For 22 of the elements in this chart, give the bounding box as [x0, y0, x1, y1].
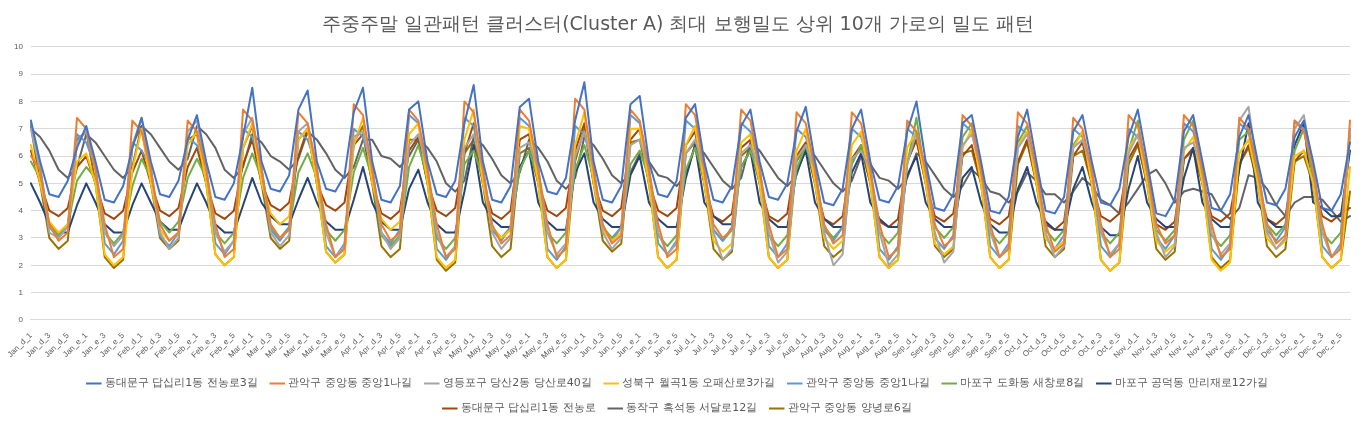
- y-tick-label: 6: [18, 151, 24, 161]
- y-tick-label: 5: [18, 178, 24, 188]
- legend-label: 영등포구 당산2동 당산로40길: [442, 376, 592, 390]
- y-tick-label: 9: [18, 69, 24, 79]
- y-tick-label: 10: [13, 42, 24, 51]
- legend-label: 동작구 흑석동 서달로12길: [626, 401, 758, 415]
- legend-label: 마포구 도화동 새창로8길: [960, 376, 1085, 390]
- legend-label: 동대문구 답십리1동 전농로: [460, 401, 596, 415]
- legend-label: 동대문구 답십리1동 전농로3길: [104, 376, 258, 390]
- y-tick-label: 3: [18, 233, 24, 243]
- y-tick-label: 7: [18, 123, 24, 133]
- y-tick-label: 4: [18, 205, 24, 215]
- y-tick-label: 0: [18, 315, 24, 325]
- legend-label: 관악구 중앙동 중앙1나길: [805, 376, 930, 390]
- legend-label: 관악구 중앙동 중앙1나길: [288, 376, 413, 390]
- legend-label: 관악구 중앙동 양녕로6길: [787, 401, 912, 415]
- y-tick-label: 8: [18, 96, 24, 106]
- chart-title: 주중주말 일관패턴 클러스터(Cluster A) 최대 보행밀도 상위 10개 가로의 밀도 패턴: [322, 12, 1034, 35]
- y-tick-label: 1: [18, 287, 24, 297]
- y-tick-label: 2: [18, 260, 24, 270]
- legend-label: 성북구 월곡1동 오패산로3가길: [622, 376, 776, 390]
- legend-label: 마포구 공덕동 만리재로12가길: [1114, 376, 1268, 390]
